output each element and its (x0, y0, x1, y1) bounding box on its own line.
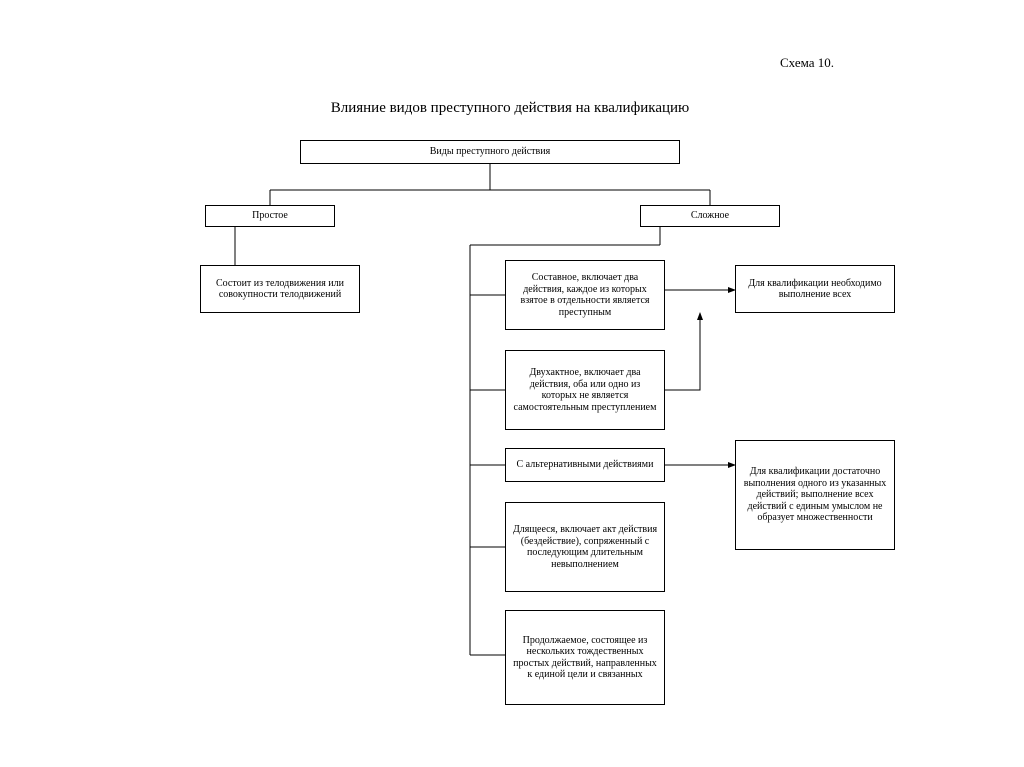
node-c2-label: Двухактное, включает два действия, оба и… (512, 367, 658, 413)
node-r1: Для квалификации необходимо выполнение в… (735, 265, 895, 313)
node-complex: Сложное (640, 205, 780, 227)
diagram-title: Влияние видов преступного действия на кв… (270, 100, 750, 117)
node-simple-desc-label: Состоит из телодвижения или совокупности… (207, 278, 353, 301)
node-r2-label: Для квалификации достаточно выполнения о… (742, 466, 888, 524)
node-c1: Составное, включает два действия, каждое… (505, 260, 665, 330)
scheme-number: Схема 10. (780, 55, 834, 71)
node-c5: Продолжаемое, состоящее из нескольких то… (505, 610, 665, 705)
node-root: Виды преступного действия (300, 140, 680, 164)
node-simple: Простое (205, 205, 335, 227)
node-c3: С альтернативными действиями (505, 448, 665, 482)
node-c5-label: Продолжаемое, состоящее из нескольких то… (512, 635, 658, 681)
node-r2: Для квалификации достаточно выполнения о… (735, 440, 895, 550)
node-c4: Длящееся, включает акт действия (бездейс… (505, 502, 665, 592)
node-r1-label: Для квалификации необходимо выполнение в… (742, 278, 888, 301)
node-simple-label: Простое (252, 210, 288, 222)
node-c4-label: Длящееся, включает акт действия (бездейс… (512, 524, 658, 570)
node-complex-label: Сложное (691, 210, 729, 222)
node-c3-label: С альтернативными действиями (517, 459, 654, 471)
node-root-label: Виды преступного действия (430, 146, 550, 158)
node-simple-desc: Состоит из телодвижения или совокупности… (200, 265, 360, 313)
node-c2: Двухактное, включает два действия, оба и… (505, 350, 665, 430)
node-c1-label: Составное, включает два действия, каждое… (512, 272, 658, 318)
